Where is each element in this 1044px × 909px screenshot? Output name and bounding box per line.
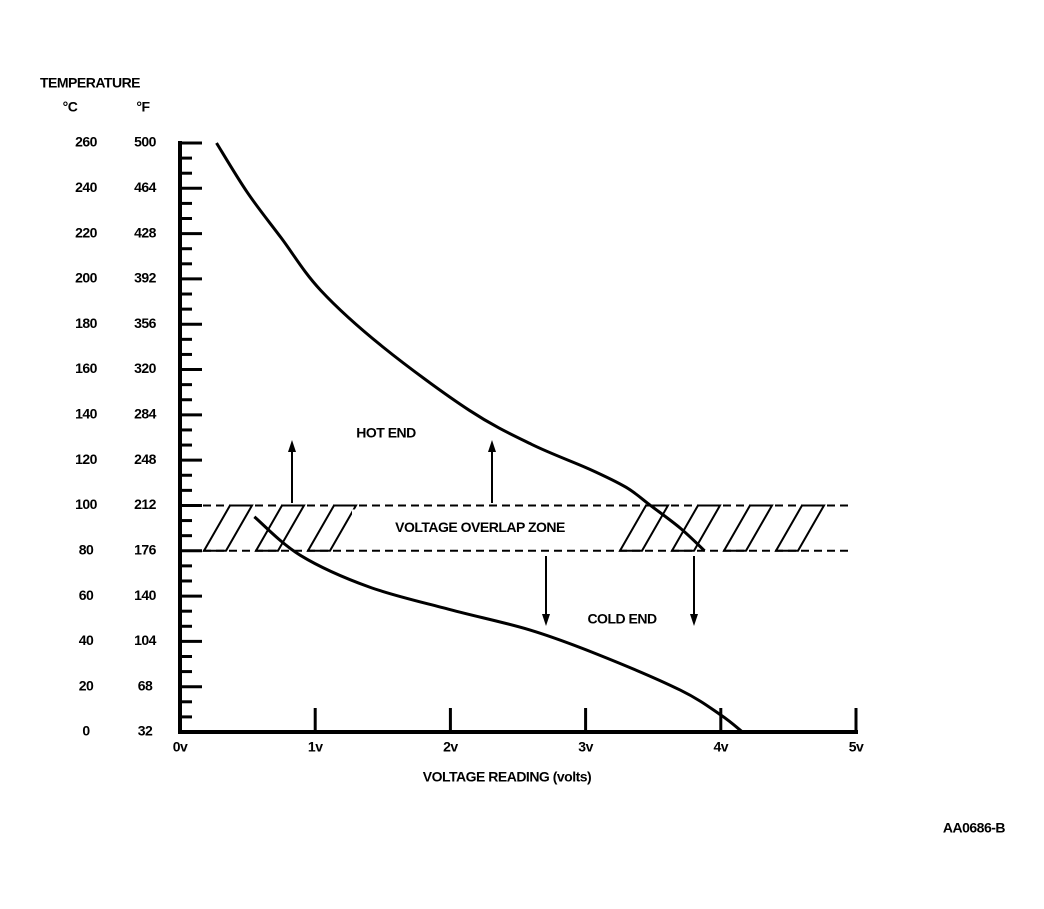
curve bbox=[253, 515, 744, 734]
y2-tick-label: 248 bbox=[134, 451, 157, 467]
y2-tick-label: 176 bbox=[134, 541, 157, 557]
zone-hatch bbox=[254, 504, 306, 552]
zone-label-bg bbox=[352, 509, 602, 547]
y2-tick-label: 320 bbox=[134, 360, 157, 376]
y-tick-label: 180 bbox=[75, 315, 98, 331]
y2-tick-label: 428 bbox=[134, 224, 157, 240]
y2-tick-label: 500 bbox=[134, 134, 157, 150]
y2-label: °F bbox=[136, 99, 150, 115]
y-tick-label: 240 bbox=[75, 179, 98, 195]
zone-hatch bbox=[202, 504, 254, 552]
y-tick-label: 140 bbox=[75, 406, 98, 422]
figure-code: AA0686-B bbox=[943, 820, 1006, 836]
y-tick-label: 60 bbox=[79, 587, 94, 603]
series-label: HOT END bbox=[356, 425, 416, 441]
arrow-head bbox=[542, 614, 550, 626]
zone-hatch bbox=[618, 504, 670, 552]
zone-hatch bbox=[670, 504, 722, 552]
x-tick-label: 3v bbox=[578, 739, 593, 755]
y2-tick-label: 392 bbox=[134, 270, 157, 286]
y-tick-label: 80 bbox=[79, 541, 94, 557]
x-tick-label: 0v bbox=[173, 739, 188, 755]
y2-tick-label: 32 bbox=[138, 723, 153, 739]
zone-label: VOLTAGE OVERLAP ZONE bbox=[395, 519, 565, 535]
series-label: COLD END bbox=[587, 611, 657, 627]
zone-hatch bbox=[774, 504, 826, 552]
zone-hatch bbox=[722, 504, 774, 552]
zone-hatch bbox=[306, 504, 358, 552]
y-tick-label: 100 bbox=[75, 496, 98, 512]
y-tick-label: 260 bbox=[75, 134, 98, 150]
x-tick-label: 5v bbox=[849, 739, 864, 755]
y-label: °C bbox=[63, 99, 78, 115]
y2-tick-label: 68 bbox=[138, 677, 153, 693]
y-tick-label: 200 bbox=[75, 270, 98, 286]
y-header: TEMPERATURE bbox=[40, 75, 140, 91]
y2-tick-label: 464 bbox=[134, 179, 157, 195]
y2-tick-label: 284 bbox=[134, 406, 157, 422]
y-tick-label: 220 bbox=[75, 224, 98, 240]
y-tick-label: 160 bbox=[75, 360, 98, 376]
x-tick-label: 2v bbox=[443, 739, 458, 755]
arrow-head bbox=[288, 440, 296, 452]
y-tick-label: 120 bbox=[75, 451, 98, 467]
arrow-head bbox=[488, 440, 496, 452]
y2-tick-label: 212 bbox=[134, 496, 157, 512]
y2-tick-label: 356 bbox=[134, 315, 157, 331]
curve bbox=[215, 142, 706, 552]
y2-tick-label: 140 bbox=[134, 587, 157, 603]
x-tick-label: 4v bbox=[714, 739, 729, 755]
y-tick-label: 40 bbox=[79, 632, 94, 648]
y-tick-label: 0 bbox=[82, 723, 90, 739]
x-tick-label: 1v bbox=[308, 739, 323, 755]
x-label: VOLTAGE READING (volts) bbox=[423, 769, 591, 785]
y-tick-label: 20 bbox=[79, 677, 94, 693]
arrow-head bbox=[690, 614, 698, 626]
y2-tick-label: 104 bbox=[134, 632, 157, 648]
